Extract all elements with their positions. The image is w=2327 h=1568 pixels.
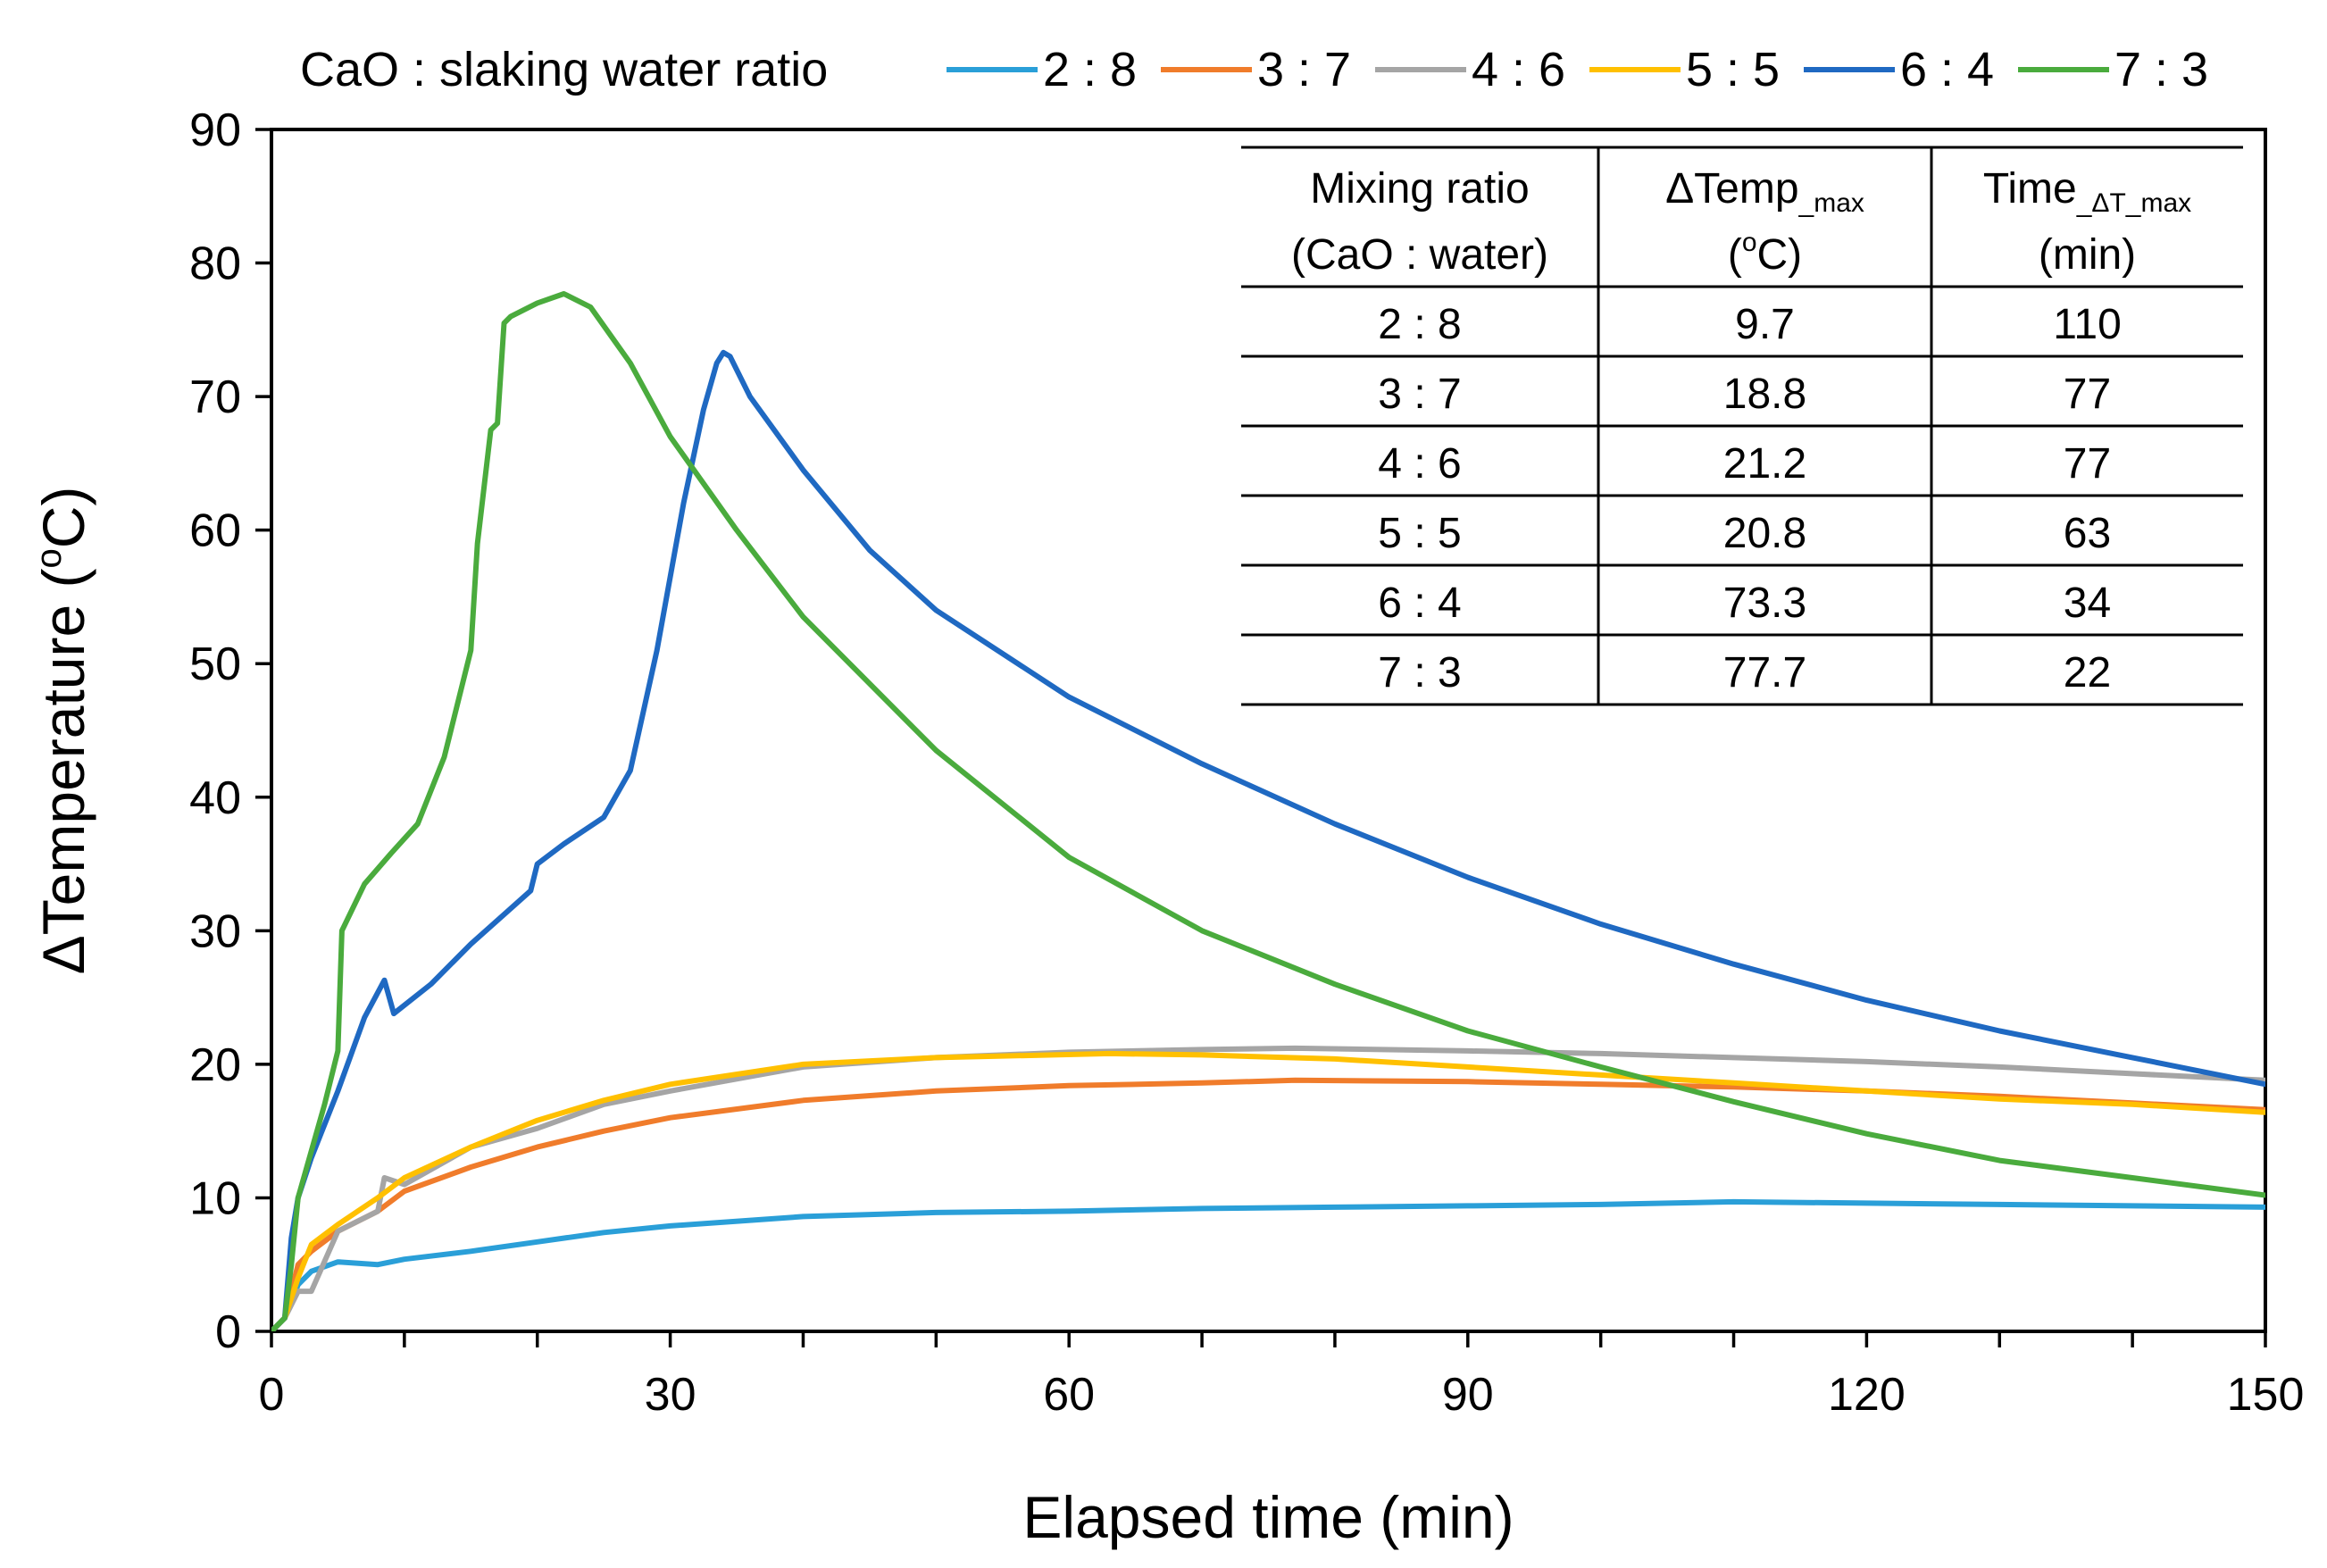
y-axis-title: ΔTemperature (oC)	[29, 487, 96, 975]
legend-label: 7 : 3	[2114, 43, 2208, 96]
x-tick-label: 120	[1828, 1369, 1906, 1421]
axes: 0 30 60 90 120 150 0 10 20 30 40 50 60 70 80 90	[189, 104, 2304, 1421]
table-header-mixing-ratio: Mixing ratio	[1310, 165, 1529, 213]
legend-label: 5 : 5	[1686, 43, 1780, 96]
y-tick-label: 90	[189, 104, 241, 156]
inset-table: Mixing ratio (CaO : water) ΔTemp_max (oC) Ti…	[1241, 146, 2243, 706]
y-tick-label: 60	[189, 505, 241, 557]
table-cell: 21.2	[1723, 440, 1806, 488]
table-cell: 73.3	[1723, 580, 1806, 627]
table-cell: 77	[2064, 371, 2111, 418]
x-tick-label: 150	[2227, 1369, 2305, 1421]
y-tick-label: 70	[189, 371, 241, 423]
x-tick-label: 90	[1442, 1369, 1494, 1421]
table-cell: 20.8	[1723, 510, 1806, 557]
table-cell: 22	[2064, 649, 2111, 696]
plot-frame	[270, 128, 2267, 1333]
table-cell: 18.8	[1723, 371, 1806, 418]
series-line-5-5	[271, 1050, 2265, 1331]
y-tick-label: 10	[189, 1172, 241, 1224]
table-cell: 34	[2064, 580, 2111, 627]
legend-label: 4 : 6	[1472, 43, 1565, 96]
table-cell: 2 : 8	[1378, 301, 1461, 348]
table-header-delta-temp: ΔTemp_max	[1665, 165, 1864, 218]
series-line-7-3	[271, 291, 2265, 1331]
table-cell: 110	[2053, 301, 2122, 348]
table-cell: 77	[2064, 440, 2111, 488]
table-cell: 77.7	[1723, 649, 1806, 696]
y-tick-label: 0	[215, 1306, 241, 1358]
x-tick-label: 0	[259, 1369, 285, 1421]
x-tick-label: 30	[645, 1369, 696, 1421]
legend-title: CaO : slaking water ratio	[300, 43, 828, 96]
y-tick-label: 80	[189, 238, 241, 290]
table-cell: 4 : 6	[1378, 440, 1461, 488]
table-header-time-unit: (min)	[2039, 231, 2136, 279]
y-tick-label: 40	[189, 772, 241, 824]
table-cell: 63	[2064, 510, 2111, 557]
series-lines	[271, 291, 2265, 1331]
axis-titles: Elapsed time (min) ΔTemperature (oC)	[29, 487, 1514, 1550]
table-cell: 3 : 7	[1378, 371, 1461, 418]
table-header-time: Time_ΔT_max	[1983, 165, 2191, 218]
series-line-4-6	[271, 1045, 2265, 1331]
y-tick-label: 50	[189, 638, 241, 690]
legend-label: 2 : 8	[1043, 43, 1137, 96]
legend-label: 3 : 7	[1257, 43, 1351, 96]
series-line-6-4	[271, 349, 2265, 1331]
x-tick-label: 60	[1043, 1369, 1095, 1421]
legend: CaO : slaking water ratio 2 : 8 3 : 7 4 : 6…	[300, 43, 2208, 96]
y-tick-label: 30	[189, 905, 241, 957]
y-tick-label: 20	[189, 1039, 241, 1091]
table-cell: 5 : 5	[1378, 510, 1461, 557]
table-cell: 7 : 3	[1378, 649, 1461, 696]
table-header-mixing-ratio-sub: (CaO : water)	[1291, 231, 1548, 279]
table-cell: 6 : 4	[1378, 580, 1461, 627]
x-axis-title: Elapsed time (min)	[1022, 1484, 1514, 1550]
legend-label: 6 : 4	[1900, 43, 1994, 96]
series-line-2-8	[271, 1198, 2265, 1331]
table-cell: 9.7	[1735, 301, 1795, 348]
table-header-delta-temp-unit: (oC)	[1728, 228, 1802, 279]
